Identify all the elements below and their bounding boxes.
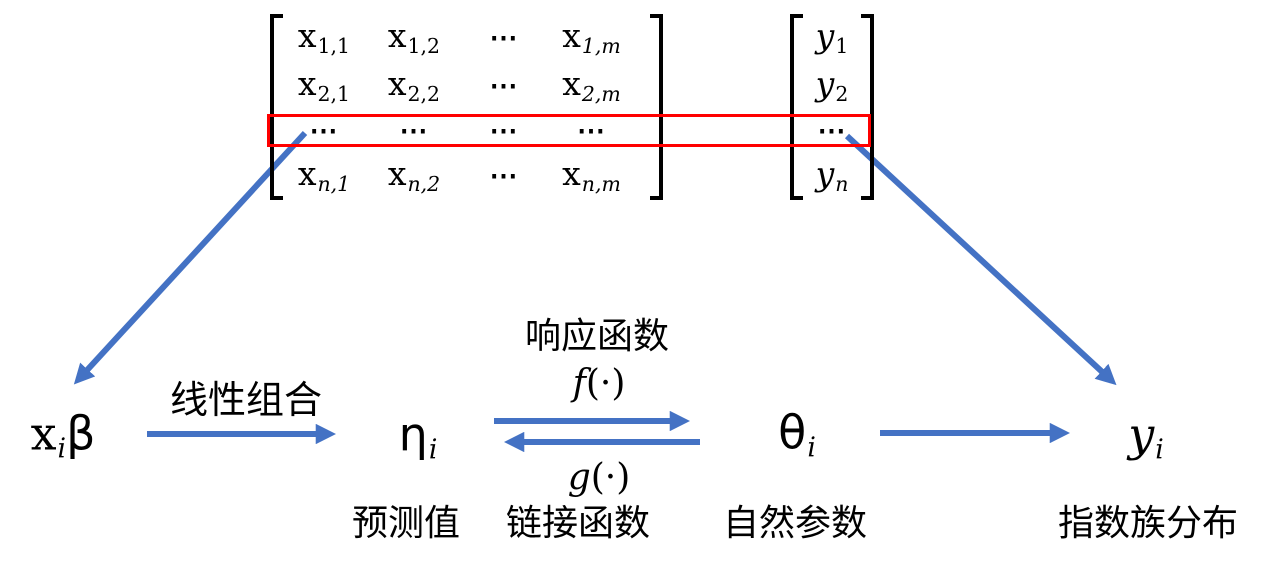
- beta-symbol: β: [66, 406, 96, 461]
- matrix-ellipsis: ⋯: [399, 114, 429, 147]
- vector-left-bracket: [790, 14, 803, 200]
- arrow-vector-row-to-yi: [844, 133, 1117, 386]
- yi-term: yi: [1128, 412, 1164, 465]
- matrix-ellipsis: ⋯: [489, 69, 519, 102]
- link-function-label: 链接函数: [505, 502, 651, 544]
- matrix-ellipsis: ⋯: [489, 114, 519, 147]
- linear-combination-label: 线性组合: [169, 380, 323, 423]
- y-symbol: y: [1128, 407, 1155, 462]
- design-matrix: x1,1 x1,2 ⋯ x1,m x2,1 x2,2 ⋯ x2,m ⋯ ⋯ ⋯ …: [270, 14, 663, 200]
- matrix-ellipsis: ⋯: [489, 21, 519, 54]
- vector-cell: y1: [815, 16, 849, 59]
- matrix-cell: xn,1: [297, 154, 351, 197]
- eta-symbol: η: [398, 407, 428, 462]
- matrix-cell: xn,2: [387, 154, 441, 197]
- natural-parameter-caption: 自然参数: [722, 502, 868, 544]
- i-subscript: i: [1155, 434, 1164, 466]
- matrix-cell: x2,m: [562, 64, 621, 107]
- f-function-label: f(·): [573, 366, 626, 402]
- matrix-cell: xn,m: [562, 154, 621, 197]
- matrix-cell: x1,1: [297, 16, 351, 59]
- matrix-cell: x2,1: [297, 64, 351, 107]
- matrix-ellipsis: ⋯: [489, 159, 519, 192]
- i-subscript: i: [428, 434, 438, 466]
- highlighted-row-rect: [267, 114, 871, 147]
- exponential-family-caption: 指数族分布: [1057, 502, 1239, 544]
- f-symbol: f: [572, 363, 586, 404]
- matrix-ellipsis: ⋯: [309, 114, 339, 147]
- i-subscript: i: [57, 433, 67, 465]
- matrix-ellipsis: ⋯: [577, 114, 606, 147]
- xi-beta-term: xiβ: [31, 411, 96, 464]
- g-symbol: g: [567, 457, 591, 498]
- theta-term: θi: [778, 410, 816, 463]
- response-function-label: 响应函数: [524, 315, 670, 357]
- vector-cell: yn: [815, 154, 849, 197]
- matrix-left-bracket: [270, 14, 283, 200]
- theta-symbol: θ: [778, 405, 807, 460]
- matrix-right-bracket: [650, 14, 663, 200]
- matrix-grid: x1,1 x1,2 ⋯ x1,m x2,1 x2,2 ⋯ x2,m ⋯ ⋯ ⋯ …: [283, 14, 650, 200]
- x-symbol: x: [30, 406, 57, 461]
- response-vector: y1 y2 ⋯ yn: [790, 14, 874, 200]
- matrix-cell: x1,2: [387, 16, 441, 59]
- i-subscript: i: [807, 432, 816, 464]
- vector-cell: y2: [815, 64, 849, 107]
- eta-term: ηi: [399, 412, 438, 465]
- arrow-matrix-row-to-xb: [73, 130, 308, 385]
- matrix-cell: x2,2: [387, 64, 441, 107]
- g-function-label: g(·): [568, 460, 631, 496]
- vector-ellipsis: ⋯: [817, 114, 847, 147]
- vector-right-bracket: [861, 14, 874, 200]
- matrix-cell: x1,m: [562, 16, 621, 59]
- vector-grid: y1 y2 ⋯ yn: [803, 14, 861, 200]
- predicted-value-caption: 预测值: [351, 502, 461, 544]
- g-args: (·): [590, 457, 631, 498]
- f-args: (·): [585, 363, 626, 404]
